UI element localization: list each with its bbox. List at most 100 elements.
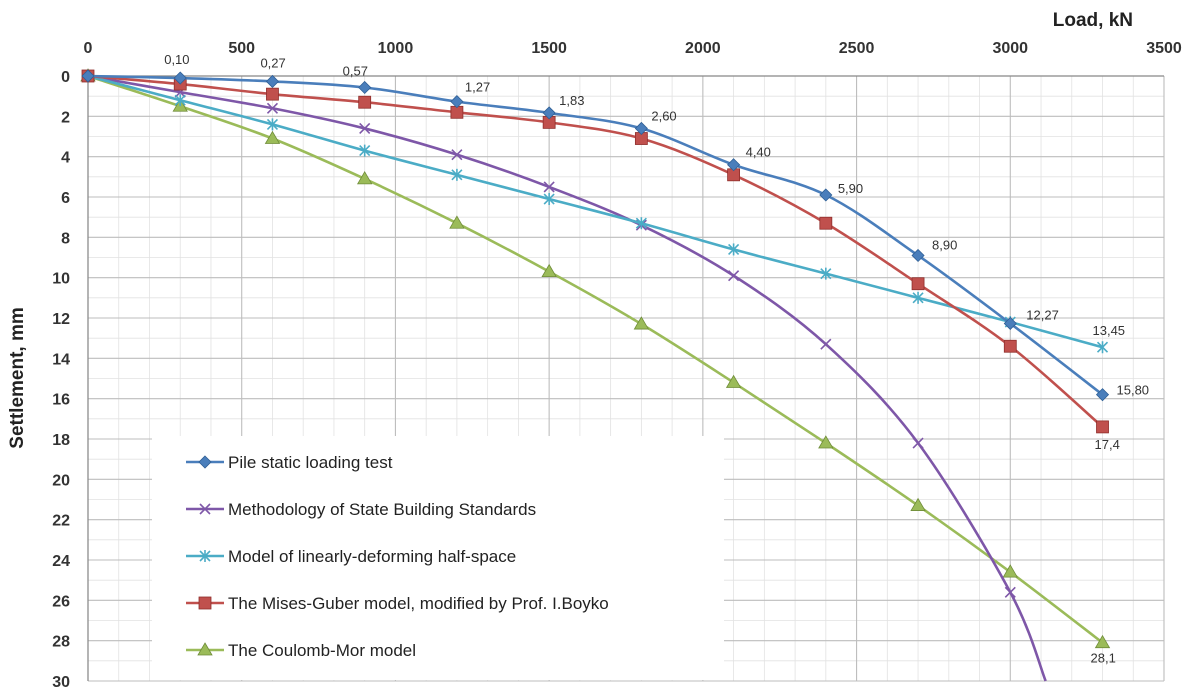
data-point bbox=[634, 121, 648, 135]
data-point bbox=[1002, 564, 1018, 578]
data-point bbox=[358, 80, 372, 95]
series-3 bbox=[81, 69, 1109, 434]
data-label: 1,83 bbox=[559, 93, 584, 108]
data-label: 28,1 bbox=[1091, 651, 1116, 666]
y-tick-label: 18 bbox=[52, 432, 70, 449]
x-tick-label: 500 bbox=[228, 40, 255, 57]
data-point bbox=[359, 144, 371, 157]
y-tick-label: 6 bbox=[61, 190, 70, 207]
y-tick-label: 16 bbox=[52, 392, 70, 409]
legend-item: The Mises-Guber model, modified by Prof.… bbox=[186, 594, 609, 613]
data-point bbox=[359, 122, 371, 134]
legend-marker bbox=[198, 455, 212, 469]
data-point bbox=[451, 149, 463, 161]
data-point bbox=[266, 118, 279, 131]
data-point bbox=[264, 130, 281, 144]
data-labels: 0,10 0,27 0,57 1,27 1,83 2,60 4,40 5,90 8,90 12,2… bbox=[164, 52, 1149, 666]
legend-marker bbox=[199, 503, 211, 515]
data-point bbox=[819, 216, 833, 230]
series-0 bbox=[81, 69, 1110, 402]
data-point bbox=[543, 181, 555, 193]
data-point bbox=[1004, 586, 1016, 598]
y-tick-label: 14 bbox=[52, 351, 70, 368]
data-point bbox=[173, 71, 187, 85]
x-tick-label: 2000 bbox=[685, 40, 721, 57]
legend-item: The Coulomb-Mor model bbox=[186, 641, 416, 660]
data-point bbox=[266, 87, 279, 101]
data-point bbox=[449, 215, 465, 229]
y-tick-label: 26 bbox=[52, 593, 70, 610]
data-label: 5,90 bbox=[838, 181, 863, 196]
data-point bbox=[912, 291, 924, 304]
data-point bbox=[174, 94, 186, 107]
legend-label: The Coulomb-Mor model bbox=[228, 641, 416, 660]
data-point bbox=[818, 435, 834, 449]
data-point bbox=[81, 69, 95, 83]
data-label: 1,27 bbox=[465, 80, 490, 95]
y-tick-label: 24 bbox=[52, 553, 70, 570]
legend-label: Pile static loading test bbox=[228, 453, 393, 472]
data-label: 8,90 bbox=[932, 237, 957, 252]
data-label: 4,40 bbox=[746, 145, 771, 160]
data-point bbox=[356, 171, 373, 185]
legend-item: Model of linearly-deforming half-space bbox=[186, 547, 516, 566]
legend-box bbox=[152, 436, 724, 680]
data-point bbox=[265, 74, 280, 89]
data-label: 15,80 bbox=[1117, 383, 1150, 398]
y-tick-label: 0 bbox=[61, 69, 70, 86]
data-point bbox=[1096, 420, 1109, 434]
x-tick-labels: 0 500 1000 1500 2000 2500 3000 3500 bbox=[84, 40, 1182, 57]
data-point bbox=[633, 316, 650, 330]
data-point bbox=[910, 497, 926, 511]
series-line bbox=[87, 74, 1104, 396]
data-point bbox=[541, 263, 557, 278]
y-tick-label: 22 bbox=[52, 513, 70, 530]
y-tick-label: 12 bbox=[52, 311, 70, 328]
data-point bbox=[1096, 341, 1109, 354]
y-tick-label: 30 bbox=[52, 674, 70, 688]
data-point bbox=[1095, 388, 1110, 402]
legend-label: Model of linearly-deforming half-space bbox=[228, 547, 516, 566]
y-axis-title: Settlement, mm bbox=[7, 307, 28, 448]
legend: Pile static loading test Methodology of S… bbox=[152, 436, 724, 680]
axes bbox=[87, 75, 1164, 681]
y-tick-label: 28 bbox=[52, 634, 70, 651]
data-point bbox=[543, 193, 555, 206]
data-point bbox=[450, 95, 464, 109]
data-point bbox=[728, 243, 740, 256]
legend-label: The Mises-Guber model, modified by Prof.… bbox=[228, 594, 609, 613]
data-point bbox=[451, 168, 463, 181]
x-tick-label: 2500 bbox=[839, 40, 875, 57]
x-tick-label: 1000 bbox=[378, 40, 414, 57]
data-point bbox=[725, 374, 742, 388]
data-point bbox=[911, 277, 925, 291]
data-point bbox=[820, 338, 832, 350]
y-tick-label: 4 bbox=[61, 150, 70, 167]
data-point bbox=[912, 437, 924, 449]
data-point bbox=[728, 270, 740, 282]
data-label: 0,10 bbox=[164, 52, 189, 67]
x-tick-label: 3500 bbox=[1146, 40, 1182, 57]
data-label: 13,45 bbox=[1093, 323, 1126, 338]
data-point bbox=[358, 95, 372, 109]
legend-label: Methodology of State Building Standards bbox=[228, 500, 536, 519]
data-point bbox=[266, 102, 279, 114]
legend-marker bbox=[199, 550, 211, 562]
data-point bbox=[820, 267, 832, 280]
series-layer bbox=[80, 68, 1111, 682]
data-label: 17,4 bbox=[1095, 437, 1120, 452]
x-tick-label: 1500 bbox=[531, 40, 567, 57]
legend-marker bbox=[198, 596, 212, 610]
y-tick-label: 20 bbox=[52, 472, 70, 489]
data-point bbox=[1003, 316, 1017, 331]
data-label: 0,57 bbox=[343, 63, 368, 78]
data-point bbox=[542, 106, 556, 120]
legend-marker bbox=[197, 642, 213, 656]
x-tick-label: 0 bbox=[84, 40, 93, 57]
y-tick-label: 2 bbox=[61, 109, 70, 126]
legend-item: Methodology of State Building Standards bbox=[186, 500, 536, 519]
x-tick-label: 3000 bbox=[992, 40, 1028, 57]
data-point bbox=[1003, 339, 1017, 353]
